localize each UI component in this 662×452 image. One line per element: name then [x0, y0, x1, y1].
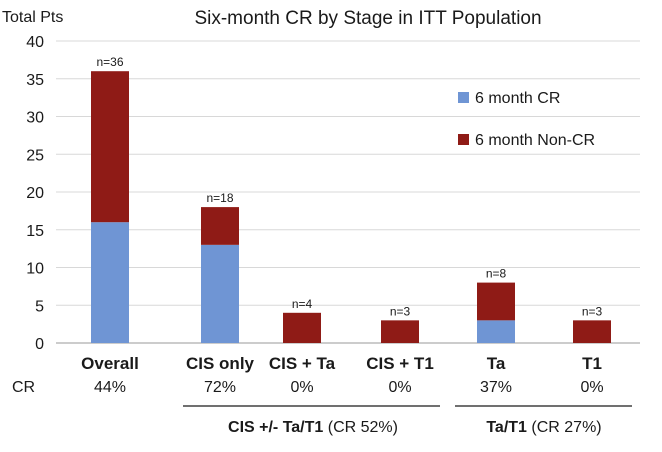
y-tick-label-30: 30	[26, 110, 44, 127]
cr-value-cis-t1: 0%	[388, 379, 411, 396]
bar-ta-6-month-cr	[477, 320, 515, 343]
bar-total-label-cis-only: n=18	[206, 191, 233, 205]
cr-row: CR 44% 72% 0% 0% 37% 0%	[12, 379, 604, 396]
y-tick-label-15: 15	[26, 223, 44, 240]
group-label-cr: (CR 52%)	[323, 419, 398, 436]
bar-total-label-cis-t1: n=3	[390, 304, 411, 318]
bar-cis-only-6-month-cr	[201, 244, 239, 343]
group-brackets: CIS +/- Ta/T1 (CR 52%) Ta/T1 (CR 27%)	[183, 405, 632, 436]
gridlines	[56, 40, 640, 344]
y-tick-label-40: 40	[26, 34, 44, 51]
cr-row-label: CR	[12, 379, 35, 396]
x-tick-label-cis-only: CIS only	[186, 354, 255, 373]
bar-total-label-ta: n=8	[486, 267, 507, 281]
bar-overall-6-month-non-cr	[91, 71, 129, 223]
bars: n=36 n=18 n=4 n=3 n=8 n=3	[91, 55, 611, 343]
group-label-cr: (CR 27%)	[527, 419, 602, 436]
y-tick-label-20: 20	[26, 185, 44, 202]
cr-value-cis-only: 72%	[204, 379, 236, 396]
cr-value-cis-ta: 0%	[290, 379, 313, 396]
legend-label-6-month-cr: 6 month CR	[475, 90, 560, 107]
y-tick-label-25: 25	[26, 147, 44, 164]
group-label-bold: Ta/T1	[486, 419, 527, 436]
cr-value-t1: 0%	[580, 379, 603, 396]
legend: 6 month CR 6 month Non-CR	[458, 90, 595, 149]
bar-ta-6-month-non-cr	[477, 282, 515, 321]
bar-cis-only-6-month-non-cr	[201, 207, 239, 245]
group-label-cis-ta-t1: CIS +/- Ta/T1 (CR 52%)	[228, 419, 398, 436]
y-axis-label: Total Pts	[2, 9, 63, 26]
y-tick-label-0: 0	[35, 336, 44, 353]
bar-total-label-t1: n=3	[582, 304, 603, 318]
x-tick-label-cis-t1: CIS + T1	[366, 354, 434, 373]
chart-title: Six-month CR by Stage in ITT Population	[194, 8, 541, 29]
legend-swatch-6-month-non-cr	[458, 134, 469, 145]
bar-cis-ta-6-month-non-cr	[283, 312, 321, 343]
y-tick-label-35: 35	[26, 72, 44, 89]
bar-total-label-cis-ta: n=4	[292, 297, 313, 311]
group-label-ta-t1: Ta/T1 (CR 27%)	[486, 419, 601, 436]
cr-value-ta: 37%	[480, 379, 512, 396]
x-tick-label-cis-ta: CIS + Ta	[269, 354, 336, 373]
bar-t1-6-month-non-cr	[573, 320, 611, 343]
legend-swatch-6-month-cr	[458, 92, 469, 103]
y-tick-labels: 0 5 10 15 20 25 30 35 40	[26, 34, 44, 353]
x-tick-label-t1: T1	[582, 354, 602, 373]
group-label-bold: CIS +/- Ta/T1	[228, 419, 323, 436]
bar-total-label-overall: n=36	[96, 55, 123, 69]
x-tick-labels: Overall CIS only CIS + Ta CIS + T1 Ta T1	[81, 354, 602, 373]
y-tick-label-5: 5	[35, 298, 44, 315]
x-tick-label-ta: Ta	[487, 354, 506, 373]
cr-value-overall: 44%	[94, 379, 126, 396]
bar-cis-t1-6-month-non-cr	[381, 320, 419, 343]
bar-overall-6-month-cr	[91, 222, 129, 343]
x-tick-label-overall: Overall	[81, 354, 139, 373]
legend-label-6-month-non-cr: 6 month Non-CR	[475, 132, 595, 149]
y-tick-label-10: 10	[26, 261, 44, 278]
